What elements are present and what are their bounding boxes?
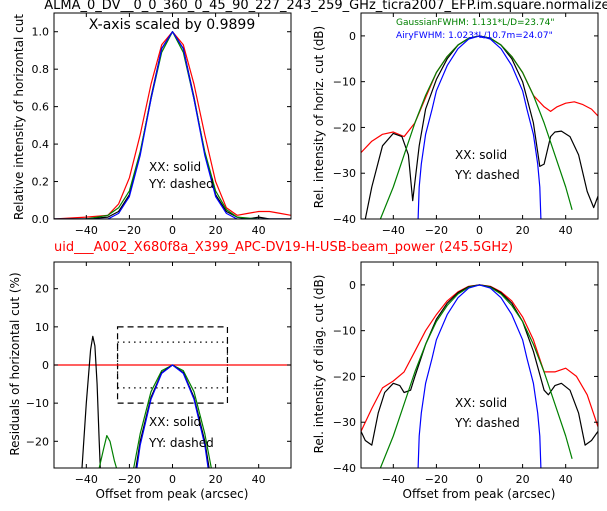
series-line bbox=[54, 31, 291, 219]
horizontal-cut-linear-plot: −40 −20 0 20 40 0.0 0.2 0.4 0.6 0.8 1.0 X-axis sca… bbox=[12, 12, 292, 237]
x-tick-label: −40 bbox=[382, 473, 405, 486]
y-tick-label: 20 bbox=[35, 283, 49, 296]
y-axis-label: Rel. intensity of horiz. cut (dB) bbox=[312, 26, 326, 208]
y-tick-label: −10 bbox=[333, 76, 356, 89]
series-line bbox=[54, 31, 291, 219]
y-tick-label: 0.0 bbox=[32, 213, 50, 226]
legend-solid-label: XX: solid bbox=[455, 148, 507, 162]
x-tick-label: 40 bbox=[559, 473, 573, 486]
x-tick-label: 20 bbox=[516, 224, 530, 237]
y-tick-label: 0 bbox=[42, 359, 49, 372]
x-tick-label: 0 bbox=[476, 473, 483, 486]
series-line bbox=[379, 35, 573, 219]
y-tick-label: −10 bbox=[26, 397, 49, 410]
y-tick-label: 10 bbox=[35, 321, 49, 334]
y-axis-label: Residuals of horizontal cut (%) bbox=[8, 272, 22, 455]
y-tick-label: 0 bbox=[349, 279, 356, 292]
horizontal-residuals-plot: −40 −20 0 20 40 −20 −10 0 10 20 XX: solid YY: das… bbox=[8, 261, 292, 501]
diagonal-cut-db-plot: −40 −20 0 20 40 −40 −30 −20 −10 0 XX: solid YY: d… bbox=[312, 261, 599, 501]
legend-dashed-label: YY: dashed bbox=[454, 168, 520, 182]
legend-dashed-label: YY: dashed bbox=[148, 177, 214, 191]
x-tick-label: −20 bbox=[425, 473, 448, 486]
x-tick-label: 40 bbox=[252, 224, 266, 237]
x-scaling-annotation: X-axis scaled by 0.9899 bbox=[89, 17, 255, 33]
series-line bbox=[379, 284, 573, 468]
plot-frame bbox=[360, 261, 599, 469]
series-line bbox=[136, 364, 209, 468]
y-tick-label: 0.4 bbox=[32, 138, 50, 151]
series-line bbox=[417, 35, 542, 219]
y-tick-label: 0.8 bbox=[32, 63, 50, 76]
x-tick-label: 20 bbox=[209, 224, 223, 237]
x-tick-label: 0 bbox=[169, 224, 176, 237]
x-tick-label: 0 bbox=[476, 224, 483, 237]
x-axis-label: Offset from peak (arcsec) bbox=[403, 487, 556, 501]
plot-lines bbox=[54, 326, 291, 468]
legend-solid-label: XX: solid bbox=[455, 396, 507, 410]
y-tick-label: 0.2 bbox=[32, 176, 50, 189]
x-tick-label: 40 bbox=[559, 224, 573, 237]
series-line bbox=[364, 35, 598, 219]
y-tick-label: 1.0 bbox=[32, 26, 50, 39]
x-tick-label: 0 bbox=[169, 473, 176, 486]
series-line bbox=[417, 284, 542, 468]
plot-frame bbox=[360, 12, 599, 220]
y-tick-label: −20 bbox=[333, 121, 356, 134]
y-tick-label: −30 bbox=[333, 416, 356, 429]
x-tick-label: 20 bbox=[516, 473, 530, 486]
y-tick-label: −20 bbox=[333, 370, 356, 383]
legend-solid-label: XX: solid bbox=[149, 415, 201, 429]
y-tick-label: −40 bbox=[333, 462, 356, 475]
y-axis-label: Rel. intensity of diag. cut (dB) bbox=[312, 275, 326, 454]
x-tick-label: 20 bbox=[209, 473, 223, 486]
series-line bbox=[81, 335, 101, 468]
legend-solid-label: XX: solid bbox=[149, 160, 201, 174]
y-tick-label: 0.6 bbox=[32, 101, 50, 114]
y-tick-label: −20 bbox=[26, 435, 49, 448]
x-tick-label: −40 bbox=[75, 473, 98, 486]
horizontal-cut-db-plot: −40 −20 0 20 40 −40 −30 −20 −10 0 GaussianFWHM: 1… bbox=[312, 12, 599, 237]
x-tick-label: −20 bbox=[118, 473, 141, 486]
plot-lines bbox=[54, 31, 291, 219]
x-axis-label: Offset from peak (arcsec) bbox=[96, 487, 249, 501]
x-tick-label: −40 bbox=[75, 224, 98, 237]
figure-title: ALMA_0_DV__0_0_360_0_45_90_227_243_259_G… bbox=[44, 0, 607, 13]
x-tick-label: −20 bbox=[425, 224, 448, 237]
y-tick-label: −10 bbox=[333, 325, 356, 338]
x-tick-label: −20 bbox=[118, 224, 141, 237]
x-tick-label: −40 bbox=[382, 224, 405, 237]
plot-lines bbox=[361, 284, 598, 468]
figure-subtitle: uid___A002_X680f8a_X399_APC-DV19-H-USB-b… bbox=[54, 240, 513, 255]
plot-lines bbox=[361, 35, 598, 219]
y-axis-label: Relative intensity of horizontal cut bbox=[12, 14, 26, 220]
x-tick-label: 40 bbox=[252, 473, 266, 486]
series-line bbox=[98, 435, 118, 468]
y-tick-label: −30 bbox=[333, 167, 356, 180]
y-tick-label: −40 bbox=[333, 213, 356, 226]
airy-fwhm-annotation: AiryFWHM: 1.023*L/10.7m=24.07" bbox=[396, 31, 553, 41]
y-tick-label: 0 bbox=[349, 30, 356, 43]
legend-dashed-label: YY: dashed bbox=[454, 416, 520, 430]
gaussian-fwhm-annotation: GaussianFWHM: 1.131*L/D=23.74" bbox=[396, 18, 554, 28]
legend-dashed-label: YY: dashed bbox=[148, 436, 214, 450]
